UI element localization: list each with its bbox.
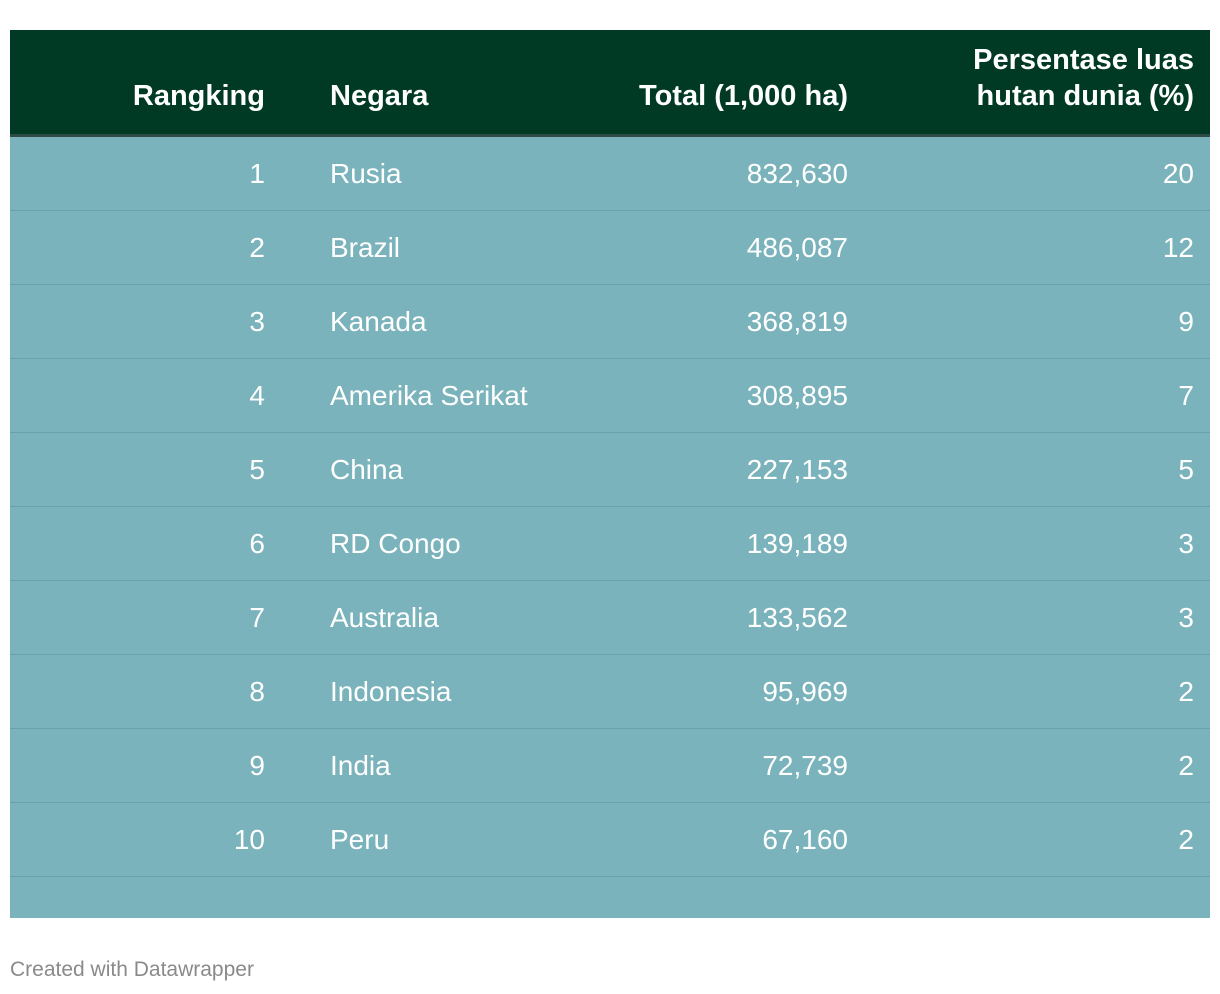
percentage-cell: 5 bbox=[1178, 454, 1194, 485]
table-header: Rangking Negara Total (1,000 ha) Persent… bbox=[10, 30, 1210, 137]
rank-cell: 9 bbox=[249, 750, 265, 781]
rank-cell: 5 bbox=[249, 454, 265, 485]
country-cell: Peru bbox=[330, 824, 390, 855]
percentage-cell: 12 bbox=[1162, 232, 1194, 263]
country-cell: China bbox=[330, 454, 404, 485]
table-row: 1 Rusia 832,630 20 bbox=[10, 137, 1210, 211]
table-row: 7 Australia 133,562 3 bbox=[10, 581, 1210, 655]
country-cell: Australia bbox=[330, 602, 439, 633]
percentage-cell: 2 bbox=[1178, 676, 1194, 707]
total-cell: 139,189 bbox=[746, 528, 848, 559]
rank-cell: 4 bbox=[249, 380, 265, 411]
rank-cell: 7 bbox=[249, 602, 265, 633]
total-cell: 832,630 bbox=[746, 158, 848, 189]
total-cell: 368,819 bbox=[746, 306, 848, 337]
table-body: 1 Rusia 832,630 20 2 Brazil 486,087 12 3 Kanada 36… bbox=[10, 137, 1210, 877]
total-cell: 308,895 bbox=[746, 380, 848, 411]
header-country: Negara bbox=[330, 80, 429, 112]
country-cell: Indonesia bbox=[330, 676, 452, 707]
table-row: 10 Peru 67,160 2 bbox=[10, 803, 1210, 877]
header-rank: Rangking bbox=[132, 80, 265, 112]
country-cell: Rusia bbox=[330, 158, 402, 189]
header-total: Total (1,000 ha) bbox=[639, 80, 848, 112]
rank-cell: 8 bbox=[249, 676, 265, 707]
total-cell: 67,160 bbox=[762, 824, 848, 855]
total-cell: 133,562 bbox=[746, 602, 848, 633]
percentage-cell: 9 bbox=[1178, 306, 1194, 337]
table-row: 8 Indonesia 95,969 2 bbox=[10, 655, 1210, 729]
percentage-cell: 7 bbox=[1178, 380, 1194, 411]
rank-cell: 10 bbox=[233, 824, 265, 855]
table-row: 6 RD Congo 139,189 3 bbox=[10, 507, 1210, 581]
rank-cell: 3 bbox=[249, 306, 265, 337]
table-row: 2 Brazil 486,087 12 bbox=[10, 211, 1210, 285]
rank-cell: 2 bbox=[249, 232, 265, 263]
percentage-cell: 3 bbox=[1178, 528, 1194, 559]
country-cell: RD Congo bbox=[330, 528, 461, 559]
table-row: 3 Kanada 368,819 9 bbox=[10, 285, 1210, 359]
country-cell: India bbox=[330, 750, 391, 781]
footer-credit: Created with Datawrapper bbox=[10, 958, 254, 981]
country-cell: Kanada bbox=[330, 306, 427, 337]
percentage-cell: 2 bbox=[1178, 750, 1194, 781]
table-row: 9 India 72,739 2 bbox=[10, 729, 1210, 803]
total-cell: 72,739 bbox=[762, 750, 848, 781]
total-cell: 486,087 bbox=[746, 232, 848, 263]
forest-ranking-table: Rangking Negara Total (1,000 ha) Persent… bbox=[10, 30, 1210, 918]
country-cell: Brazil bbox=[330, 232, 401, 263]
total-cell: 95,969 bbox=[762, 676, 848, 707]
country-cell: Amerika Serikat bbox=[330, 380, 528, 411]
table-row: 4 Amerika Serikat 308,895 7 bbox=[10, 359, 1210, 433]
total-cell: 227,153 bbox=[746, 454, 848, 485]
percentage-cell: 3 bbox=[1178, 602, 1194, 633]
rank-cell: 1 bbox=[249, 158, 265, 189]
header-percentage: Persentase luas hutan dunia (%) bbox=[973, 44, 1194, 112]
rank-cell: 6 bbox=[249, 528, 265, 559]
table-row: 5 China 227,153 5 bbox=[10, 433, 1210, 507]
percentage-cell: 20 bbox=[1162, 158, 1194, 189]
percentage-cell: 2 bbox=[1178, 824, 1194, 855]
